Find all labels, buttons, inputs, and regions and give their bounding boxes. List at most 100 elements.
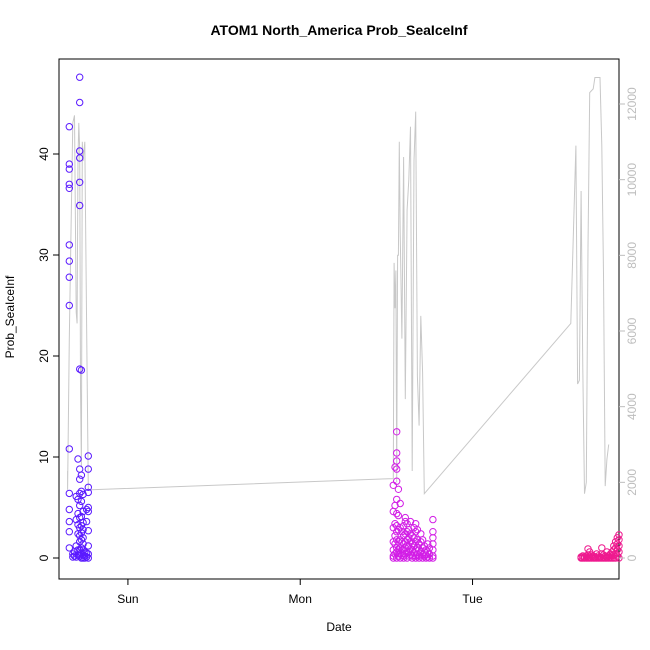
- data-point: [76, 98, 84, 107]
- data-point: [65, 544, 74, 552]
- data-point: [415, 552, 423, 560]
- y2-tick-label: 4000: [625, 393, 639, 420]
- y-tick-label: 0: [37, 554, 51, 561]
- data-point: [76, 178, 84, 187]
- data-point: [65, 517, 74, 526]
- data-point: [393, 428, 401, 436]
- data-point: [84, 507, 93, 516]
- data-point: [393, 509, 401, 518]
- data-point: [84, 465, 93, 473]
- data-point: [65, 301, 74, 310]
- y-tick-label: 40: [37, 147, 51, 161]
- y2-tick-label: 6000: [625, 317, 639, 344]
- data-point: [399, 522, 408, 530]
- data-point: [79, 490, 87, 499]
- y-tick-label: 20: [37, 349, 51, 363]
- y2-axis-right: 0 2000 4000 6000 8000 10000 12000: [619, 87, 639, 561]
- data-point: [65, 123, 74, 131]
- data-point: [393, 449, 401, 457]
- data-point: [408, 554, 416, 562]
- plot-frame: [58, 58, 620, 580]
- data-point: [82, 549, 91, 557]
- data-point: [84, 488, 93, 497]
- data-point: [74, 455, 82, 463]
- data-point: [65, 165, 74, 173]
- data-point: [84, 452, 93, 460]
- data-point: [399, 554, 408, 562]
- x-tick-label: Tue: [462, 592, 483, 606]
- data-point: [429, 515, 437, 524]
- data-point: [84, 483, 93, 491]
- data-point: [65, 445, 74, 453]
- data-point: [393, 457, 401, 465]
- data-point: [611, 554, 620, 562]
- data-point: [76, 201, 84, 210]
- series-2: [389, 428, 437, 562]
- data-point: [429, 554, 437, 562]
- x-axis-label: Date: [326, 620, 352, 634]
- y-axis-label: Prob_SeaIceInf: [3, 275, 17, 358]
- data-point: [79, 507, 87, 516]
- y2-tick-label: 12000: [625, 87, 639, 121]
- data-point: [65, 489, 74, 498]
- data-point: [615, 531, 623, 539]
- data-point: [393, 477, 401, 485]
- data-point: [394, 511, 403, 520]
- data-point: [429, 552, 437, 560]
- y-axis: 0 10 20 30 40: [37, 147, 59, 561]
- data-point: [391, 520, 399, 528]
- data-point: [65, 180, 74, 189]
- data-point: [65, 160, 74, 168]
- points-layer: [65, 73, 623, 562]
- series-3: [577, 531, 623, 562]
- data-point: [84, 554, 93, 562]
- data-point: [65, 528, 74, 536]
- data-point: [613, 552, 621, 560]
- data-point: [76, 513, 84, 522]
- data-point: [76, 365, 84, 373]
- x-axis: Sun Mon Tue: [117, 579, 483, 606]
- data-point: [69, 553, 77, 561]
- data-point: [76, 147, 84, 155]
- x-tick-label: Sun: [117, 592, 138, 606]
- data-point: [389, 554, 397, 562]
- data-point: [70, 552, 79, 560]
- data-point: [77, 366, 86, 374]
- data-point: [610, 546, 618, 554]
- y2-tick-label: 8000: [625, 242, 639, 269]
- data-point: [79, 526, 87, 534]
- data-point: [65, 257, 74, 265]
- data-point: [72, 553, 80, 561]
- data-point: [84, 527, 93, 535]
- data-point: [84, 542, 93, 550]
- data-point: [65, 273, 74, 281]
- data-point: [393, 536, 401, 544]
- data-point: [77, 497, 86, 506]
- data-point: [401, 517, 409, 526]
- data-point: [84, 503, 93, 512]
- data-point: [65, 184, 74, 193]
- data-point: [76, 489, 84, 498]
- data-point: [77, 536, 86, 544]
- data-point: [76, 475, 84, 483]
- chart-title: ATOM1 North_America Prob_SeaIceInf: [210, 22, 467, 38]
- data-point: [394, 485, 403, 493]
- data-point: [424, 540, 432, 548]
- plot-border: [58, 58, 620, 580]
- data-point: [65, 505, 74, 514]
- data-point: [396, 499, 404, 508]
- y-tick-label: 30: [37, 248, 51, 262]
- series-1: [65, 73, 93, 562]
- data-point: [79, 518, 87, 527]
- data-point: [594, 552, 602, 560]
- data-point: [82, 505, 91, 514]
- data-point: [65, 241, 74, 249]
- line-layer: [67, 77, 610, 496]
- data-point: [394, 552, 403, 560]
- y2-tick-label: 0: [625, 554, 639, 561]
- x-tick-label: Mon: [289, 592, 312, 606]
- data-point: [82, 517, 91, 526]
- y2-tick-label: 10000: [625, 163, 639, 197]
- data-point: [391, 532, 399, 540]
- data-point: [76, 73, 84, 81]
